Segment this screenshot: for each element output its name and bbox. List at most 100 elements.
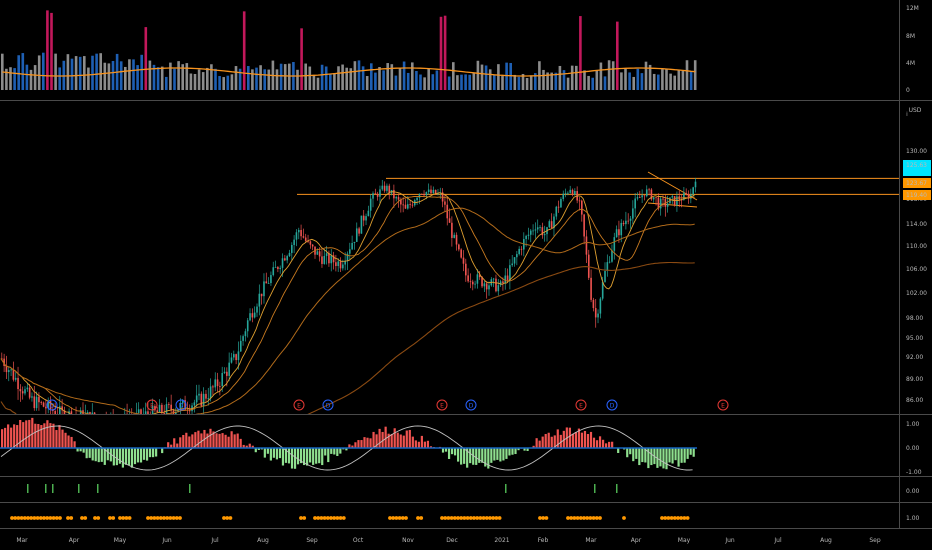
candle-body	[137, 409, 140, 413]
osc-bar	[133, 448, 137, 465]
osc-bar	[333, 448, 336, 455]
currency-label[interactable]: USD	[909, 107, 922, 114]
osc-bar	[324, 448, 327, 456]
candle-body	[471, 281, 474, 285]
candle-body	[205, 393, 207, 399]
event-marker[interactable]: E	[293, 399, 305, 411]
candle-body	[372, 193, 374, 199]
osc-bar	[148, 448, 152, 458]
candle-body	[358, 228, 360, 234]
signal-dot	[111, 516, 116, 520]
candle-body	[47, 401, 50, 409]
volume-bar	[452, 62, 455, 90]
osc-bar	[303, 448, 306, 466]
osc-bar	[429, 446, 433, 448]
osc-bar	[348, 444, 351, 448]
signal-dot	[679, 516, 684, 520]
candle-body	[165, 404, 168, 414]
osc-bar	[366, 437, 369, 448]
volume-bar	[616, 21, 619, 91]
event-marker[interactable]: E	[436, 399, 448, 411]
candle-body	[147, 411, 149, 414]
candle-body	[19, 389, 22, 392]
osc-bar	[185, 432, 188, 448]
volume-bar	[378, 67, 381, 90]
candle-body	[86, 412, 89, 414]
event-marker[interactable]: D	[322, 399, 334, 411]
candle-body	[497, 285, 500, 292]
candle-body	[239, 340, 242, 352]
osc-bar	[393, 428, 396, 448]
signal-mark	[52, 484, 54, 493]
candle-body	[253, 312, 256, 318]
event-marker[interactable]: E	[717, 399, 729, 411]
osc-bar	[659, 448, 662, 467]
event-marker[interactable]: D	[175, 399, 187, 411]
volume-bar	[148, 60, 152, 90]
volume-bar	[99, 53, 102, 90]
candle-body	[40, 402, 43, 404]
volume-bar	[431, 74, 435, 90]
event-marker[interactable]: E	[146, 399, 158, 411]
month-label: Sep	[869, 537, 881, 544]
candle-body	[536, 227, 539, 230]
candle-body	[418, 193, 421, 198]
volume-bar	[411, 62, 414, 90]
candle-body	[307, 240, 309, 242]
signal-dot	[468, 516, 473, 520]
signal-dot	[585, 516, 590, 520]
price-axis-mark: ⁞	[906, 111, 908, 118]
candle-body	[513, 257, 516, 264]
signal-dot	[404, 516, 408, 520]
candle-body	[465, 263, 467, 276]
osc-bar	[487, 448, 490, 469]
volume-bar	[669, 73, 672, 90]
candle-body	[175, 412, 177, 414]
event-marker[interactable]: D	[606, 399, 618, 411]
signal-mark	[616, 484, 618, 493]
candle-body	[123, 413, 126, 414]
month-label: Jun	[724, 537, 735, 544]
signal-dot	[544, 516, 549, 520]
volume-bar	[218, 76, 221, 90]
volume-bar	[152, 64, 156, 90]
candle-body	[611, 250, 613, 262]
candle-body	[93, 412, 96, 414]
osc-bar	[402, 435, 405, 448]
osc-bar	[7, 424, 10, 448]
osc-tick: 0.00	[906, 445, 920, 452]
candle-body	[274, 267, 277, 268]
volume-bar	[316, 77, 320, 90]
osc-bar	[182, 434, 185, 448]
candle-body	[625, 220, 627, 225]
signal-mark	[27, 484, 29, 493]
volume-bar	[132, 59, 135, 90]
candle-body	[467, 275, 469, 282]
candle-body	[604, 270, 606, 282]
volume-bar	[361, 66, 365, 90]
volume-bar	[435, 70, 439, 90]
volume-bar	[87, 67, 90, 90]
candle-body	[525, 235, 527, 240]
osc-bar	[635, 448, 638, 459]
osc-bar	[70, 436, 73, 448]
osc-bar	[469, 448, 472, 464]
candle-body	[671, 196, 674, 198]
candle-body	[567, 192, 569, 194]
event-marker[interactable]: D	[46, 399, 58, 411]
osc-bar	[25, 420, 28, 448]
candle-body	[89, 412, 91, 414]
candle-body	[344, 261, 346, 265]
osc-bar	[312, 448, 315, 465]
candle-body	[281, 258, 284, 268]
osc-bar	[450, 448, 454, 455]
osc-bar	[493, 448, 496, 461]
candle-body	[485, 283, 488, 290]
volume-bar	[566, 77, 570, 90]
osc-bar	[79, 448, 82, 452]
event-marker[interactable]: D	[465, 399, 477, 411]
signal-dot	[66, 516, 70, 520]
candle-body	[455, 234, 458, 245]
event-marker[interactable]: E	[575, 399, 587, 411]
